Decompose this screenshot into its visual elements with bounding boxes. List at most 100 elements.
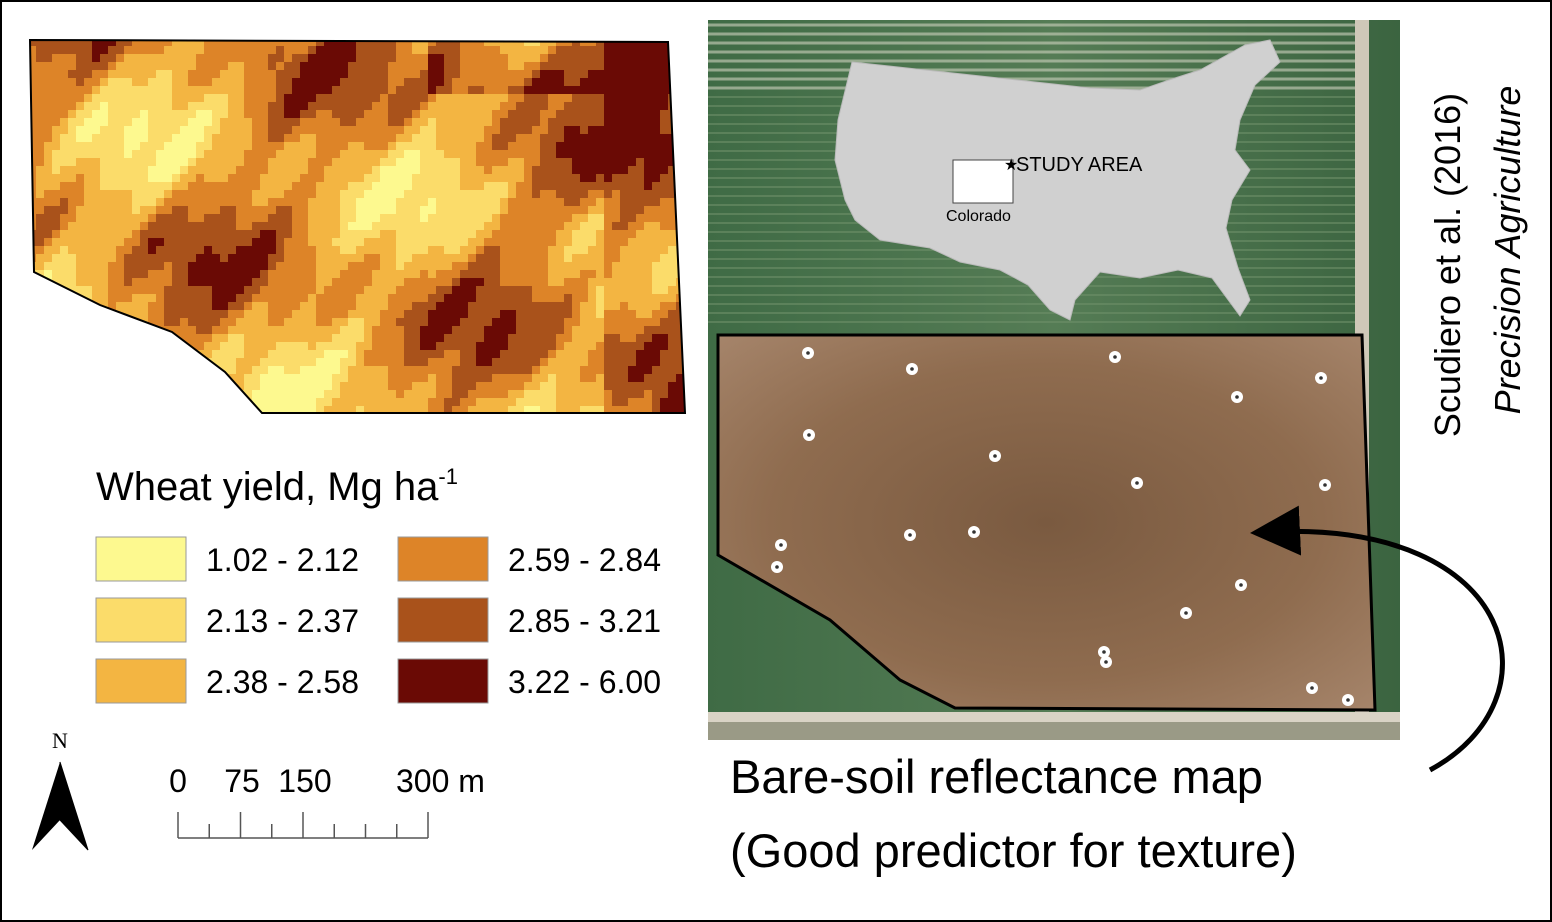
- yield-cell: [324, 318, 332, 326]
- yield-cell: [44, 150, 52, 158]
- yield-cell: [68, 230, 76, 238]
- yield-cell: [588, 334, 596, 342]
- yield-cell: [356, 390, 364, 398]
- yield-cell: [276, 318, 284, 326]
- yield-cell: [572, 134, 580, 142]
- yield-cell: [420, 222, 428, 230]
- yield-cell: [340, 262, 348, 270]
- yield-cell: [516, 166, 524, 174]
- yield-cell: [660, 78, 668, 86]
- yield-cell: [124, 86, 132, 94]
- yield-cell: [644, 86, 652, 94]
- yield-cell: [652, 118, 660, 126]
- yield-cell: [140, 70, 148, 78]
- yield-cell: [644, 334, 652, 342]
- yield-cell: [420, 190, 428, 198]
- yield-cell: [124, 214, 132, 222]
- yield-cell: [100, 126, 108, 134]
- yield-cell: [68, 182, 76, 190]
- yield-cell: [540, 190, 548, 198]
- yield-cell: [212, 350, 220, 358]
- yield-cell: [452, 358, 460, 366]
- yield-cell: [260, 374, 268, 382]
- legend-title-sup: -1: [438, 464, 458, 489]
- yield-cell: [652, 166, 660, 174]
- yield-cell: [556, 222, 564, 230]
- yield-cell: [644, 390, 652, 398]
- yield-cell: [180, 190, 188, 198]
- yield-cell: [100, 398, 108, 406]
- yield-cell: [500, 198, 508, 206]
- yield-cell: [356, 318, 364, 326]
- yield-cell: [108, 94, 116, 102]
- yield-cell: [596, 62, 604, 70]
- yield-cell: [212, 318, 220, 326]
- yield-cell: [684, 134, 692, 142]
- yield-cell: [92, 110, 100, 118]
- yield-cell: [436, 78, 444, 86]
- yield-cell: [444, 270, 452, 278]
- yield-cell: [116, 214, 124, 222]
- yield-cell: [388, 158, 396, 166]
- yield-cell: [196, 230, 204, 238]
- yield-cell: [684, 214, 692, 222]
- yield-cell: [580, 206, 588, 214]
- yield-cell: [628, 270, 636, 278]
- yield-cell: [372, 46, 380, 54]
- yield-cell: [660, 46, 668, 54]
- yield-cell: [380, 118, 388, 126]
- yield-cell: [196, 166, 204, 174]
- yield-cell: [316, 54, 324, 62]
- yield-cell: [436, 390, 444, 398]
- yield-cell: [188, 294, 196, 302]
- yield-cell: [244, 302, 252, 310]
- yield-cell: [532, 110, 540, 118]
- yield-cell: [284, 262, 292, 270]
- yield-cell: [36, 62, 44, 70]
- yield-cell: [380, 366, 388, 374]
- yield-cell: [92, 310, 100, 318]
- yield-cell: [340, 390, 348, 398]
- yield-cell: [172, 94, 180, 102]
- yield-cell: [588, 118, 596, 126]
- yield-cell: [388, 350, 396, 358]
- yield-cell: [180, 366, 188, 374]
- yield-cell: [460, 222, 468, 230]
- yield-cell: [524, 358, 532, 366]
- yield-cell: [284, 222, 292, 230]
- yield-cell: [636, 118, 644, 126]
- yield-cell: [76, 86, 84, 94]
- yield-cell: [668, 334, 676, 342]
- yield-cell: [652, 126, 660, 134]
- yield-cell: [300, 94, 308, 102]
- yield-cell: [516, 334, 524, 342]
- yield-cell: [164, 382, 172, 390]
- yield-cell: [660, 310, 668, 318]
- yield-cell: [164, 78, 172, 86]
- yield-cell: [364, 118, 372, 126]
- yield-cell: [84, 222, 92, 230]
- yield-cell: [476, 94, 484, 102]
- yield-cell: [156, 366, 164, 374]
- yield-cell: [604, 142, 612, 150]
- yield-cell: [164, 102, 172, 110]
- yield-cell: [676, 134, 684, 142]
- yield-cell: [548, 94, 556, 102]
- yield-cell: [660, 238, 668, 246]
- yield-cell: [364, 150, 372, 158]
- yield-cell: [332, 102, 340, 110]
- yield-cell: [308, 94, 316, 102]
- yield-cell: [620, 62, 628, 70]
- yield-cell: [52, 414, 60, 422]
- yield-cell: [372, 158, 380, 166]
- yield-cell: [548, 270, 556, 278]
- yield-cell: [36, 142, 44, 150]
- yield-cell: [356, 102, 364, 110]
- yield-cell: [348, 110, 356, 118]
- yield-cell: [308, 110, 316, 118]
- yield-cell: [268, 294, 276, 302]
- yield-cell: [604, 390, 612, 398]
- yield-cell: [668, 38, 676, 46]
- yield-cell: [540, 326, 548, 334]
- yield-cell: [388, 182, 396, 190]
